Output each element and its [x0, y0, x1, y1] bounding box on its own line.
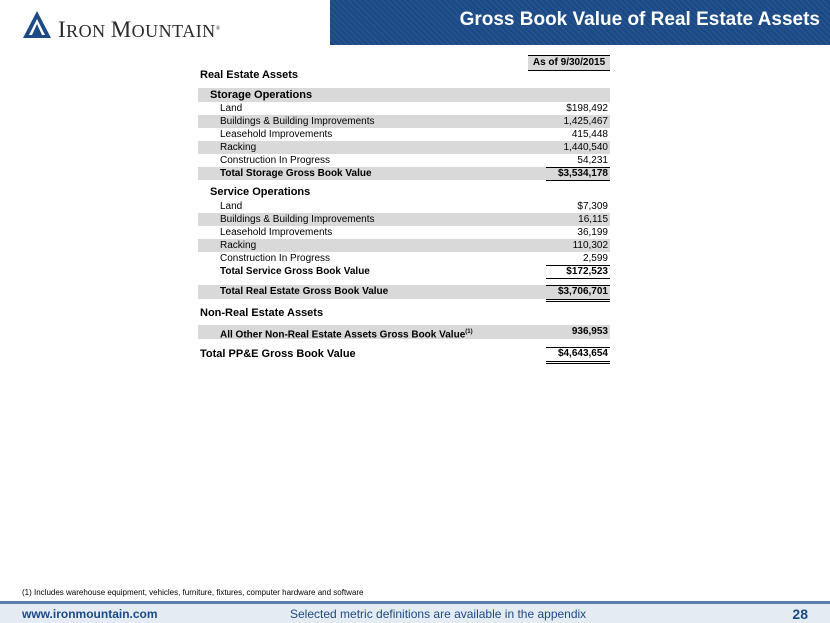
- service-row-value: 36,199: [577, 227, 608, 238]
- real-estate-total-box: [546, 285, 610, 302]
- service-row: Buildings & Building Improvements 16,115: [198, 213, 610, 226]
- footer-note: Selected metric definitions are availabl…: [290, 607, 587, 621]
- service-row: Racking 110,302: [198, 239, 610, 252]
- service-row-label: Racking: [220, 240, 257, 251]
- slide-header: IRON MOUNTAIN® Gross Book Value of Real …: [0, 0, 830, 45]
- service-row-value: 2,599: [582, 253, 608, 264]
- storage-total-row: Total Storage Gross Book Value $3,534,17…: [198, 167, 610, 181]
- storage-section-header: Storage Operations: [198, 88, 610, 102]
- storage-row-value: 1,440,540: [563, 142, 609, 153]
- footer-divider: [0, 601, 830, 604]
- service-row-label: Leasehold Improvements: [220, 227, 333, 238]
- real-estate-total-row: Total Real Estate Gross Book Value $3,70…: [198, 285, 610, 302]
- service-total-row: Total Service Gross Book Value $172,523: [220, 265, 610, 279]
- storage-rows: Land $198,492 Buildings & Building Improve…: [198, 102, 610, 167]
- service-row-value: 16,115: [578, 214, 608, 225]
- service-row-value: 110,302: [572, 240, 608, 251]
- service-row: Construction In Progress 2,599: [198, 252, 610, 265]
- real-estate-title: Real Estate Assets: [200, 69, 299, 81]
- storage-row-label: Buildings & Building Improvements: [220, 116, 375, 127]
- logo: IRON MOUNTAIN®: [0, 0, 330, 45]
- slide-footer: www.ironmountain.com Selected metric def…: [0, 604, 830, 623]
- storage-row-value: 54,231: [577, 155, 608, 166]
- storage-row-label: Land: [220, 103, 243, 114]
- page-title: Gross Book Value of Real Estate Assets: [459, 9, 820, 30]
- storage-row: Construction In Progress 54,231: [198, 154, 610, 167]
- logo-text: IRON MOUNTAIN®: [58, 17, 221, 42]
- service-row-label: Construction In Progress: [220, 253, 331, 264]
- service-row: Land $7,309: [198, 200, 610, 213]
- column-header: As of 9/30/2015: [528, 55, 610, 71]
- storage-row-label: Racking: [220, 142, 257, 153]
- total-ppe-box: [546, 347, 610, 364]
- mountain-logo-icon: [23, 11, 51, 38]
- service-row-label: Land: [220, 201, 243, 212]
- storage-row-value: $198,492: [566, 103, 608, 114]
- storage-row: Leasehold Improvements 415,448: [198, 128, 610, 141]
- storage-row-label: Leasehold Improvements: [220, 129, 333, 140]
- storage-row: Racking 1,440,540: [198, 141, 610, 154]
- other-assets-row: All Other Non-Real Estate Assets Gross B…: [198, 325, 610, 340]
- storage-row: Land $198,492: [198, 102, 610, 115]
- service-row-label: Buildings & Building Improvements: [220, 214, 375, 225]
- storage-total-box: [546, 167, 610, 181]
- service-rows: Land $7,309 Buildings & Building Improveme…: [198, 200, 610, 265]
- footnote: (1) Includes warehouse equipment, vehicl…: [22, 588, 364, 597]
- service-row-value: $7,309: [577, 201, 608, 212]
- storage-row: Buildings & Building Improvements 1,425,4…: [198, 115, 610, 128]
- service-section-header: Service Operations: [210, 186, 311, 198]
- total-ppe-row: Total PP&E Gross Book Value $4,643,654: [198, 347, 610, 364]
- service-total-box: [546, 265, 610, 279]
- storage-row-value: 1,425,467: [563, 116, 609, 127]
- non-real-estate-header: Non-Real Estate Assets: [200, 307, 324, 319]
- service-row: Leasehold Improvements 36,199: [198, 226, 610, 239]
- storage-row-value: 415,448: [571, 129, 608, 140]
- gross-book-value-table: As of 9/30/2015 Real Estate Assets Stora…: [198, 55, 610, 364]
- footer-url-link[interactable]: www.ironmountain.com: [22, 607, 158, 621]
- storage-row-label: Construction In Progress: [220, 155, 331, 166]
- page-number: 28: [792, 606, 808, 622]
- title-band: Gross Book Value of Real Estate Assets: [330, 0, 830, 45]
